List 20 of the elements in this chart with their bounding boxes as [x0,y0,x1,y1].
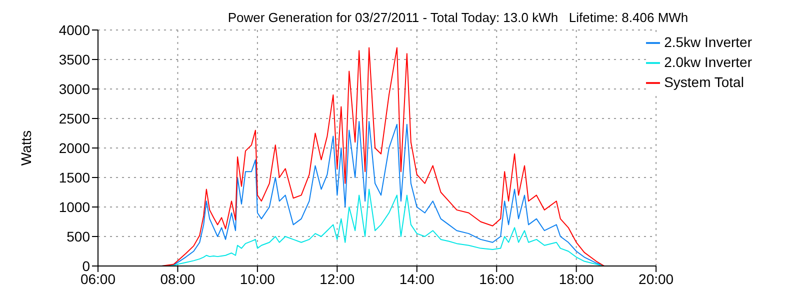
x-tick-label: 08:00 [160,270,196,287]
y-tick-label: 1500 [58,169,90,186]
x-tick-label: 12:00 [320,270,355,287]
y-tick-label: 3500 [58,51,90,68]
y-tick-label: 3000 [58,80,90,97]
legend-label: 2.5kw Inverter [664,34,752,50]
y-tick-label: 4000 [58,22,90,38]
legend-label: System Total [664,74,744,90]
legend-label: 2.0kw Inverter [664,54,752,70]
x-tick-label: 18:00 [558,270,594,287]
x-tick-label: 16:00 [479,270,514,287]
y-tick-label: 2000 [58,140,90,156]
x-tick-label: 10:00 [240,270,276,287]
chart-title: Power Generation for 03/27/2011 - Total Today: 13.0 kWh Lifetime: 8.406 MWh [226,10,690,25]
y-tick-label: 2500 [58,110,90,126]
x-tick-label: 20:00 [638,270,674,287]
y-axis-title: Watts [18,130,34,166]
x-tick-label: 14:00 [399,270,435,287]
y-tick-label: 500 [66,228,90,244]
y-tick-label: 1000 [58,198,90,215]
